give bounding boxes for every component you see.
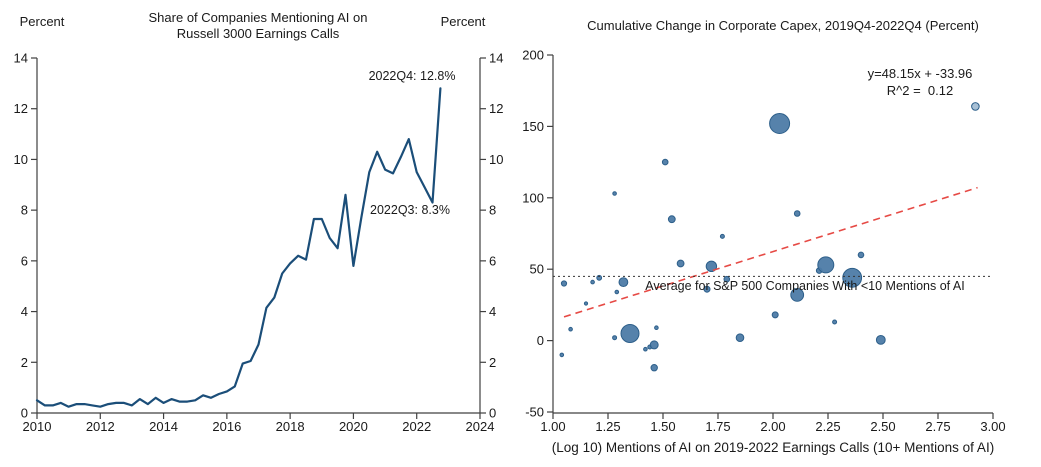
scatter-point <box>559 352 565 358</box>
y-tick-label-right: 8 <box>489 203 496 218</box>
y-tick-label: 100 <box>522 190 544 205</box>
left-chart-title-line1: Share of Companies Mentioning AI on <box>149 10 368 25</box>
x-tick-label: 2022 <box>402 419 431 434</box>
annotation-2022q4: 2022Q4: 12.8% <box>369 69 456 83</box>
scatter-point <box>612 335 618 341</box>
y-tick-label-left: 4 <box>21 304 28 319</box>
x-tick-label: 2012 <box>86 419 115 434</box>
y-tick-label-right: 2 <box>489 355 496 370</box>
scatter-point <box>790 288 805 302</box>
scatter-point <box>842 267 863 288</box>
ai-mentions-line-series <box>35 87 442 408</box>
right-chart-title: Cumulative Change in Corporate Capex, 20… <box>587 18 979 33</box>
trend-equation-label: y=48.15x + -33.96 <box>868 66 973 81</box>
scatter-point <box>676 259 685 268</box>
x-tick-label: 2010 <box>23 419 52 434</box>
scatter-point <box>560 280 568 287</box>
line-chart-ai-mentions: 0 0 2 2 4 4 6 6 8 8 10 10 12 12 14 14 2010 2012 2014 2016 20… <box>14 10 504 435</box>
x-tick-label: 2018 <box>276 419 305 434</box>
scatter-point <box>705 260 718 272</box>
x-tick-label: 1.75 <box>705 419 730 434</box>
x-tick-label: 1.50 <box>650 419 675 434</box>
scatter-point <box>654 325 659 331</box>
scatter-point <box>612 191 617 196</box>
scatter-chart-plot-area: -50 0 50 100 150 200 1.00 1.25 1.50 1.75 2.00 2.25 2… <box>522 48 1005 435</box>
x-tick-label: 2.25 <box>815 419 840 434</box>
scatter-point <box>857 251 865 259</box>
average-line-label: Average for S&P 500 Companies With <10 M… <box>645 279 965 293</box>
scatter-point <box>614 289 620 295</box>
y-tick-label-right: 0 <box>489 406 496 421</box>
left-chart-y-unit-right: Percent <box>441 14 486 29</box>
y-tick-label: -50 <box>525 405 544 420</box>
y-tick-label-right: 10 <box>489 152 503 167</box>
scatter-chart-capex: -50 0 50 100 150 200 1.00 1.25 1.50 1.75 2.00 2.25 2… <box>522 18 1005 455</box>
scatter-point <box>568 326 573 332</box>
scatter-point <box>735 333 745 343</box>
y-tick-label: 200 <box>522 48 544 63</box>
scatter-point <box>667 215 676 224</box>
scatter-point <box>590 279 595 285</box>
scatter-point <box>703 285 711 293</box>
x-tick-label: 2.50 <box>870 419 895 434</box>
line-chart-plot-area: 0 0 2 2 4 4 6 6 8 8 10 10 12 12 14 14 2010 2012 2014 2016 20… <box>14 51 504 435</box>
y-tick-label-left: 14 <box>14 51 28 66</box>
x-tick-label: 2.75 <box>925 419 950 434</box>
scatter-point <box>596 274 603 281</box>
x-tick-label: 3.00 <box>980 419 1005 434</box>
scatter-point <box>583 301 589 306</box>
scatter-point <box>618 277 629 288</box>
x-tick-label: 2.00 <box>760 419 785 434</box>
x-tick-label: 1.00 <box>540 419 565 434</box>
right-chart-x-axis-label: (Log 10) Mentions of AI on 2019-2022 Ear… <box>552 440 994 455</box>
scatter-point <box>875 335 886 345</box>
left-chart-y-unit-left: Percent <box>20 14 65 29</box>
x-tick-label: 2024 <box>466 419 495 434</box>
y-tick-label-left: 10 <box>14 152 28 167</box>
scatter-point <box>643 346 648 352</box>
left-chart-title-line2: Russell 3000 Earnings Calls <box>177 26 340 41</box>
y-tick-label-right: 14 <box>489 51 503 66</box>
y-tick-label-left: 12 <box>14 101 28 116</box>
x-tick-label: 2016 <box>212 419 241 434</box>
scatter-point <box>650 364 658 372</box>
y-tick-label-right: 12 <box>489 101 503 116</box>
y-tick-label-right: 6 <box>489 253 496 268</box>
y-tick-label-left: 0 <box>21 406 28 421</box>
scatter-point <box>771 311 779 319</box>
y-tick-label: 0 <box>537 333 544 348</box>
y-tick-label-left: 6 <box>21 253 28 268</box>
trend-line <box>563 186 978 318</box>
y-tick-label-right: 4 <box>489 304 496 319</box>
scatter-point <box>723 275 731 283</box>
y-tick-label-left: 8 <box>21 203 28 218</box>
annotation-2022q3: 2022Q3: 8.3% <box>370 203 450 217</box>
scatter-point <box>793 210 801 217</box>
scatter-point <box>661 158 669 166</box>
scatter-point <box>971 102 980 111</box>
scatter-point <box>719 233 725 239</box>
scatter-point <box>832 319 838 325</box>
y-tick-label: 50 <box>530 262 544 277</box>
scatter-point <box>649 340 659 350</box>
x-tick-label: 2014 <box>149 419 178 434</box>
scatter-point <box>769 113 791 134</box>
y-tick-label: 150 <box>522 119 544 134</box>
scatter-point <box>817 256 835 274</box>
x-tick-label: 1.25 <box>595 419 620 434</box>
y-tick-label-left: 2 <box>21 355 28 370</box>
trend-r2-label: R^2 = 0.12 <box>887 83 953 98</box>
scatter-point <box>620 324 640 343</box>
x-tick-label: 2020 <box>339 419 368 434</box>
